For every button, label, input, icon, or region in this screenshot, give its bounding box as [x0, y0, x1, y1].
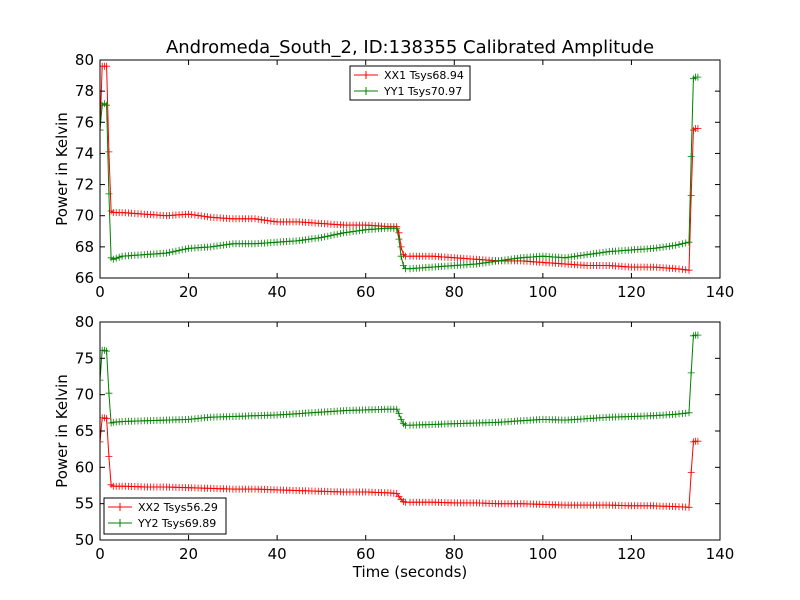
- y-tick-label: 66: [75, 269, 94, 287]
- series-1-1: [100, 62, 702, 274]
- y-tick-label: 55: [75, 495, 94, 513]
- x-tick-label: 120: [617, 283, 646, 301]
- series-1-2: [100, 73, 702, 273]
- y-tick-label: 50: [75, 531, 94, 549]
- y-tick-label: 78: [75, 82, 94, 100]
- legend-box: [103, 497, 227, 535]
- series-2-2: [100, 331, 702, 429]
- x-tick-label: 0: [95, 545, 105, 563]
- y-tick-label: 80: [75, 51, 94, 69]
- legend-entry: XX2 Tsys56.29: [138, 501, 218, 514]
- legend-entry: YY2 Tsys69.89: [137, 517, 216, 530]
- series-markers: [100, 73, 702, 273]
- series-markers: [100, 414, 702, 511]
- x-tick-label: 80: [445, 283, 464, 301]
- legend-marker: [362, 71, 370, 79]
- legend-box: [349, 65, 471, 101]
- legend: XX1 Tsys68.94 YY1 Tsys70.97: [349, 65, 471, 101]
- subplot-1: 0 20 40 60 80 100 120 140 66 68 70 72 74 76 78 80 Power …: [53, 51, 734, 301]
- y-tick-label: 72: [75, 176, 94, 194]
- x-axis-label: Time (seconds): [352, 563, 468, 581]
- x-tick-label: 100: [529, 545, 558, 563]
- y-tick-label: 65: [75, 422, 94, 440]
- x-tick-label: 60: [356, 283, 375, 301]
- x-tick-label: 0: [95, 283, 105, 301]
- y-tick-label: 70: [75, 386, 94, 404]
- x-tick-label: 140: [706, 545, 735, 563]
- x-tick-label: 140: [706, 283, 735, 301]
- plots-container: 0 20 40 60 80 100 120 140 66 68 70 72 74 76 78 80 Power …: [53, 51, 734, 581]
- legend: XX2 Tsys56.29 YY2 Tsys69.89: [103, 497, 227, 535]
- legend-entry: YY1 Tsys70.97: [383, 85, 462, 98]
- x-tick-label: 60: [356, 545, 375, 563]
- legend-marker: [116, 519, 124, 527]
- x-tick-label: 40: [268, 283, 287, 301]
- series-markers: [100, 331, 702, 429]
- legend-marker: [116, 503, 124, 511]
- y-tick-label: 75: [75, 349, 94, 367]
- legend-entry: XX1 Tsys68.94: [384, 69, 464, 82]
- subplot-2: 0 20 40 60 80 100 120 140 50 55 60 65 70 75 80 Power in…: [53, 313, 734, 581]
- y-tick-label: 76: [75, 113, 94, 131]
- x-tick-label: 20: [179, 545, 198, 563]
- axes-frame: [99, 59, 721, 279]
- x-tick-label: 100: [529, 283, 558, 301]
- y-tick-label: 74: [75, 144, 94, 162]
- y-tick-label: 80: [75, 313, 94, 331]
- y-axis-label: Power in Kelvin: [53, 112, 71, 226]
- x-tick-label: 80: [445, 545, 464, 563]
- x-tick-label: 20: [179, 283, 198, 301]
- y-tick-label: 60: [75, 458, 94, 476]
- chart-title: Andromeda_South_2, ID:138355 Calibrated …: [166, 37, 654, 58]
- y-tick-label: 70: [75, 207, 94, 225]
- x-tick-label: 120: [617, 545, 646, 563]
- y-tick-label: 68: [75, 238, 94, 256]
- legend-marker: [362, 87, 370, 95]
- series-2-1: [100, 414, 702, 511]
- y-axis-label: Power in Kelvin: [53, 374, 71, 488]
- x-tick-label: 40: [268, 545, 287, 563]
